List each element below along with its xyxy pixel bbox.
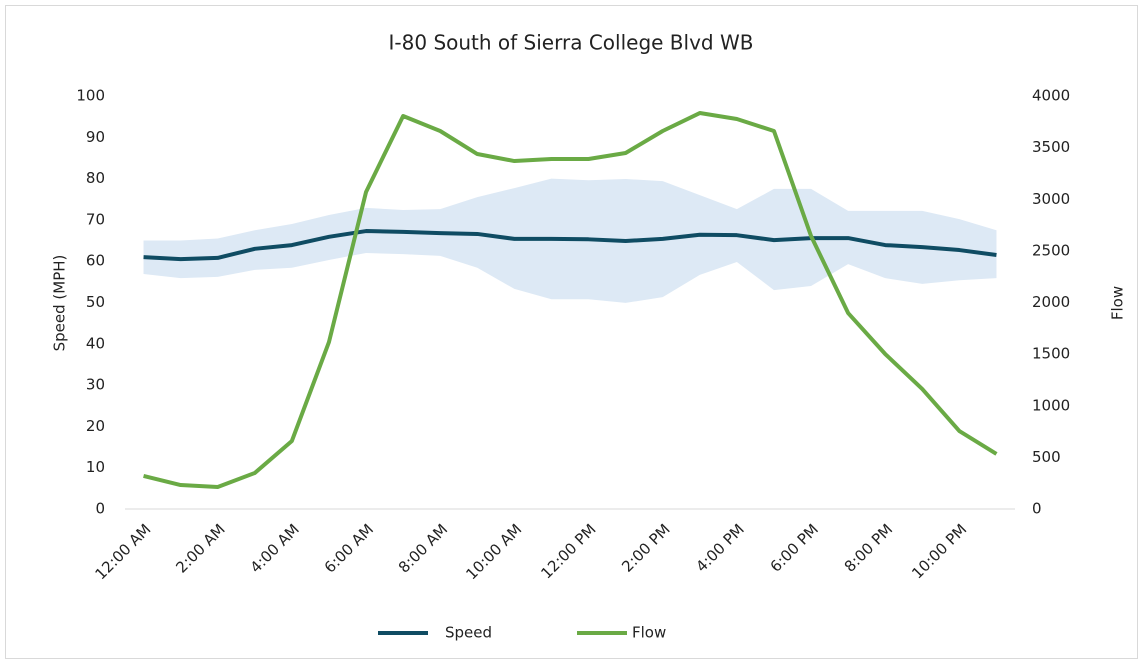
y-tick-label: 90	[86, 128, 105, 146]
line-speed	[143, 229, 997, 262]
y2-tick-label: 4000	[1032, 87, 1070, 105]
legend-label: Flow	[632, 624, 666, 642]
y2-tick-label: 3000	[1032, 190, 1070, 208]
y-tick-label: 50	[86, 293, 105, 311]
y-tick-label: 100	[76, 87, 105, 105]
chart-title: I-80 South of Sierra College Blvd WB	[389, 31, 754, 55]
y-tick-label: 0	[95, 500, 105, 518]
y-tick-label: 30	[86, 376, 105, 394]
y-tick-label: 40	[86, 334, 105, 352]
y2-tick-label: 0	[1032, 500, 1042, 518]
y2-tick-label: 2000	[1032, 293, 1070, 311]
y2-tick-label: 500	[1032, 448, 1061, 466]
y-tick-label: 70	[86, 210, 105, 228]
y2-axis-label: Flow	[1109, 286, 1127, 320]
chart-frame	[5, 5, 1138, 659]
legend-label: Speed	[445, 624, 492, 642]
y-tick-label: 20	[86, 417, 105, 435]
line-flow	[143, 111, 998, 490]
y-tick-label: 60	[86, 252, 105, 270]
y2-tick-label: 1500	[1032, 345, 1070, 363]
y2-tick-label: 3500	[1032, 138, 1070, 156]
y-tick-label: 10	[86, 458, 105, 476]
y2-tick-label: 2500	[1032, 241, 1070, 259]
y-tick-label: 80	[86, 169, 105, 187]
y2-tick-label: 1000	[1032, 396, 1070, 414]
y-axis-label: Speed (MPH)	[51, 255, 69, 352]
